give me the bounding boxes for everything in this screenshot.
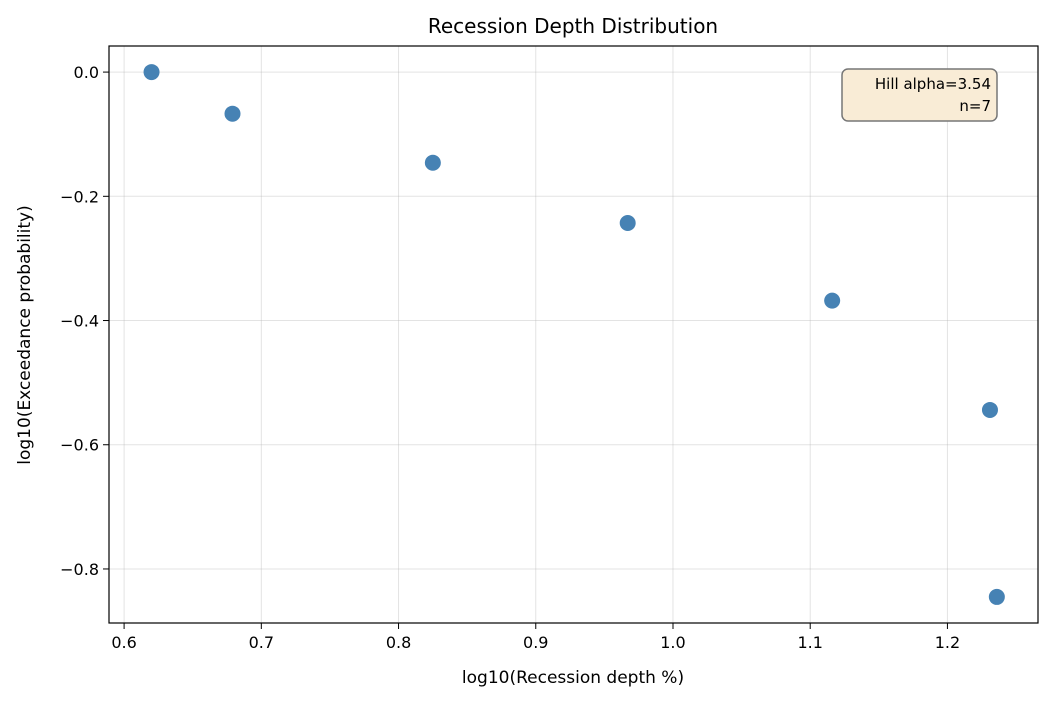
x-axis-label: log10(Recession depth %)	[462, 668, 684, 688]
x-tick-label: 1.2	[935, 633, 960, 652]
data-point	[824, 292, 841, 309]
data-point	[224, 105, 241, 122]
y-tick-label: 0.0	[74, 63, 99, 82]
annotation-box: Hill alpha=3.54 n=7	[841, 68, 998, 122]
y-ticks: 0.0 −0.2 −0.4 −0.6 −0.8	[60, 63, 109, 579]
x-tick-label: 0.6	[111, 633, 136, 652]
points	[143, 64, 1005, 605]
y-tick-label: −0.2	[60, 187, 99, 206]
x-tick-label: 1.0	[660, 633, 685, 652]
data-point	[981, 401, 998, 418]
x-tick-label: 0.9	[523, 633, 548, 652]
annotation-line-1: Hill alpha=3.54	[875, 75, 991, 93]
y-tick-label: −0.4	[60, 312, 99, 331]
y-axis-label: log10(Exceedance probability)	[15, 205, 35, 464]
data-point	[143, 64, 160, 81]
y-tick-label: −0.6	[60, 436, 99, 455]
annotation-line-2: n=7	[959, 97, 991, 115]
chart-title: Recession Depth Distribution	[428, 14, 718, 38]
data-point	[619, 215, 636, 232]
data-point	[424, 154, 441, 171]
x-tick-label: 0.7	[249, 633, 274, 652]
y-tick-label: −0.8	[60, 560, 99, 579]
data-point	[988, 588, 1005, 605]
x-tick-label: 0.8	[386, 633, 411, 652]
x-ticks: 0.6 0.7 0.8 0.9 1.0 1.1 1.2	[111, 623, 960, 652]
x-tick-label: 1.1	[797, 633, 822, 652]
plot-frame	[108, 45, 1039, 624]
grid	[109, 46, 1038, 623]
